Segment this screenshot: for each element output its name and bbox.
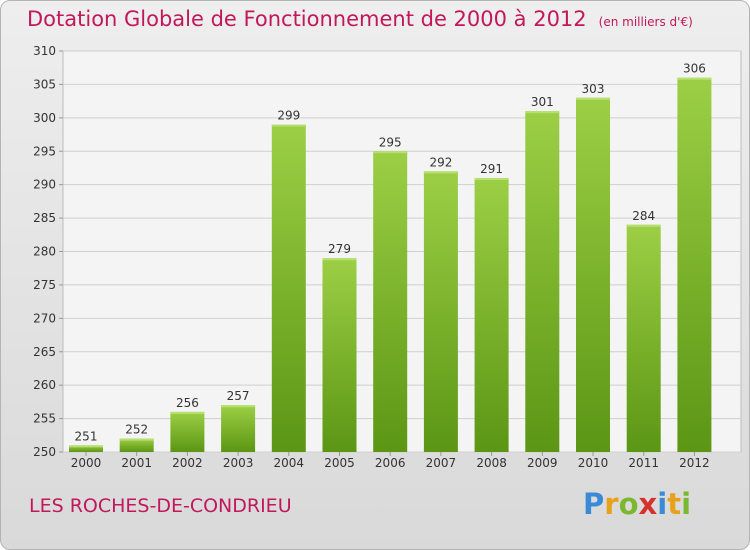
bar-highlight (69, 445, 103, 448)
x-tick-label: 2007 (426, 456, 457, 470)
x-tick-label: 2011 (628, 456, 659, 470)
bar-highlight (119, 438, 154, 441)
chart-title-text: Dotation Globale de Fonctionnement de 20… (27, 7, 587, 31)
y-tick-label: 295 (33, 144, 56, 158)
x-tick-label: 2000 (71, 456, 102, 470)
y-axis: 250 255 260 265 270 275 280 285 290 295 300 305 310 (33, 44, 63, 459)
bar-value-label: 299 (277, 109, 300, 123)
y-tick-label: 275 (33, 278, 56, 292)
x-tick-label: 2008 (476, 456, 507, 470)
x-tick-label: 2009 (527, 456, 558, 470)
bar-highlight (576, 97, 610, 100)
bar-highlight (626, 224, 661, 227)
bar-highlight (677, 77, 712, 80)
bar-value-label: 251 (75, 429, 98, 443)
x-tick-label: 2003 (223, 456, 254, 470)
bar-value-label: 303 (582, 82, 605, 96)
y-tick-label: 300 (33, 111, 56, 125)
bar (626, 224, 661, 452)
x-tick-label: 2012 (679, 456, 710, 470)
bar-value-label: 252 (125, 423, 148, 437)
chart-title: Dotation Globale de Fonctionnement de 20… (27, 7, 693, 31)
x-axis: 2000 2001 2002 2003 2004 2005 2006 2007 2008 2009… (71, 452, 710, 470)
bar (322, 258, 357, 452)
bar (69, 445, 103, 452)
proxiti-logo[interactable]: Proxiti (583, 487, 691, 521)
unit-note: (en milliers d'€) (598, 15, 693, 29)
bar (271, 124, 306, 453)
bar-value-label: 284 (632, 209, 655, 223)
x-tick-label: 2005 (324, 456, 355, 470)
bar (221, 405, 256, 452)
logo-letter: i (657, 487, 668, 521)
bar-highlight (221, 405, 256, 408)
bar-value-label: 279 (328, 242, 351, 256)
x-tick-label: 2010 (578, 456, 609, 470)
bar-highlight (170, 411, 205, 414)
bar-highlight (423, 171, 458, 174)
bar-highlight (322, 258, 357, 261)
bar (119, 438, 154, 452)
bar-highlight (271, 124, 306, 127)
logo-letter: r (604, 487, 619, 521)
y-tick-label: 290 (33, 178, 56, 192)
bar-value-label: 292 (429, 155, 452, 169)
bar (423, 171, 458, 453)
bars: 251 252 256 257 299 279 295 292 291 301 303 284 306 (69, 62, 712, 453)
logo-letter: i (681, 487, 692, 521)
bar-value-label: 295 (379, 135, 402, 149)
bar-value-label: 301 (531, 95, 554, 109)
y-tick-label: 260 (33, 378, 56, 392)
bar (576, 97, 610, 453)
x-tick-label: 2004 (274, 456, 305, 470)
logo-letter: o (618, 487, 639, 521)
y-tick-label: 305 (33, 77, 56, 91)
bar-value-label: 306 (683, 62, 706, 76)
y-tick-label: 310 (33, 44, 56, 58)
logo-letter: P (583, 487, 605, 521)
y-tick-label: 280 (33, 245, 56, 259)
y-tick-label: 250 (33, 445, 56, 459)
y-tick-label: 285 (33, 211, 56, 225)
bar (373, 151, 408, 452)
bar-highlight (525, 111, 560, 114)
bar (677, 77, 712, 452)
bar-value-label: 256 (176, 396, 199, 410)
bar-highlight (373, 151, 408, 154)
logo-letter: x (638, 487, 658, 521)
bar (474, 177, 509, 452)
bar-value-label: 291 (480, 162, 503, 176)
bar-value-label: 257 (227, 389, 250, 403)
x-tick-label: 2001 (121, 456, 152, 470)
y-tick-label: 265 (33, 345, 56, 359)
x-tick-label: 2006 (375, 456, 406, 470)
x-tick-label: 2002 (172, 456, 203, 470)
commune-name: LES ROCHES-DE-CONDRIEU (29, 495, 292, 517)
y-tick-label: 255 (33, 412, 56, 426)
y-tick-label: 270 (33, 311, 56, 325)
bar-highlight (474, 177, 509, 180)
bar (525, 111, 560, 453)
logo-letter: t (667, 487, 682, 521)
bar (170, 411, 205, 452)
